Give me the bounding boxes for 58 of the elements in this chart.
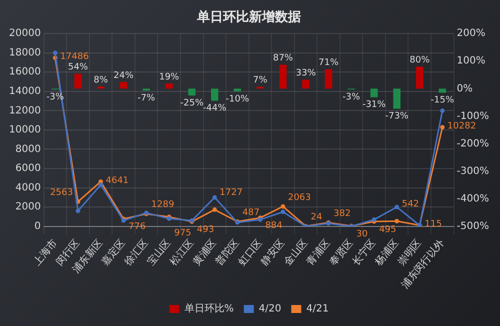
data-label: 8% <box>94 75 108 86</box>
y-tick-label: 14000 <box>9 86 41 98</box>
data-label: 17486 <box>60 52 90 62</box>
data-label: -3% <box>342 92 361 102</box>
data-label: 115 <box>424 220 442 230</box>
data-label: 71% <box>318 58 339 68</box>
y2-tick-label: -300% <box>456 166 490 177</box>
data-label: 87% <box>272 54 294 64</box>
y2-tick-label: 0% <box>456 83 473 94</box>
data-label: 19% <box>159 72 180 82</box>
data-label: 776 <box>128 222 146 232</box>
y-tick-label: 0 <box>34 220 41 232</box>
data-label: 80% <box>410 55 430 66</box>
data-label: 2063 <box>288 192 311 203</box>
y-tick-label: 6000 <box>15 163 41 174</box>
data-label: 1289 <box>151 200 174 210</box>
legend-label: 4/20 <box>258 304 282 315</box>
data-label: 487 <box>242 208 260 218</box>
y-tick-label: 16000 <box>9 66 41 78</box>
y2-tick-label: -200% <box>456 138 490 150</box>
y-tick-label: 12000 <box>9 105 41 116</box>
y-tick-label: 2000 <box>15 202 41 213</box>
y-tick-label: 8000 <box>15 144 41 155</box>
data-label: -73% <box>385 112 409 122</box>
legend-label: 4/21 <box>306 304 329 315</box>
data-label: 30 <box>356 229 368 240</box>
data-label: 493 <box>196 224 214 235</box>
data-label: 24% <box>114 70 134 81</box>
data-label: -31% <box>362 100 386 110</box>
data-label: 2563 <box>50 188 73 198</box>
y-tick-label: 4000 <box>15 182 41 194</box>
data-label: 33% <box>296 68 316 78</box>
legend-label: 单日环比% <box>184 302 234 315</box>
chart-title: 单日环比新增数据 <box>196 9 301 26</box>
data-label: 54% <box>68 62 88 73</box>
data-label: 10282 <box>447 122 476 132</box>
data-label: 382 <box>334 208 351 219</box>
data-label: 1727 <box>220 188 243 198</box>
data-label: 495 <box>379 224 396 235</box>
y2-tick-label: -500% <box>456 220 490 232</box>
data-label: -15% <box>430 96 454 106</box>
y-tick-label: 18000 <box>9 47 41 58</box>
data-label: 7% <box>253 76 268 86</box>
data-label: -7% <box>138 93 156 104</box>
data-label: 884 <box>265 221 283 232</box>
data-label: 975 <box>174 228 192 238</box>
data-label: -10% <box>226 94 250 104</box>
data-label: 4641 <box>106 176 129 186</box>
y2-tick-label: 100% <box>456 56 486 67</box>
data-label: 542 <box>402 199 420 210</box>
data-label: -44% <box>203 104 227 114</box>
data-label: -25% <box>180 98 204 108</box>
data-label: 24 <box>310 212 322 222</box>
y-tick-label: 20000 <box>9 28 41 40</box>
y-tick-label: 10000 <box>9 124 41 136</box>
y2-tick-label: -400% <box>456 193 490 204</box>
y2-tick-label: -100% <box>456 110 490 122</box>
y2-tick-label: 200% <box>456 28 486 40</box>
